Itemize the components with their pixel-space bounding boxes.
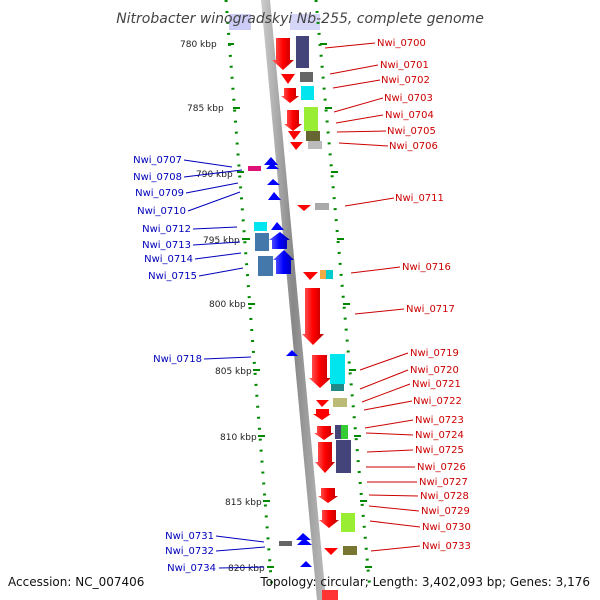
gene-label-right[interactable]: Nwi_0701 (380, 60, 429, 71)
topology-text: Topology: circular; Length: 3,402,093 bp… (259, 575, 590, 589)
tick-label: 785 kbp (187, 104, 224, 114)
gene-label-left[interactable]: Nwi_0734 (167, 563, 216, 574)
gene-label-right[interactable]: Nwi_0716 (402, 262, 451, 273)
gene-label-right[interactable]: Nwi_0733 (422, 541, 471, 552)
gene-label-left[interactable]: Nwi_0708 (133, 172, 182, 183)
top-cropped-features (229, 14, 320, 30)
gene-label-left[interactable]: Nwi_0731 (165, 531, 214, 542)
gene-label-right[interactable]: Nwi_0719 (410, 348, 459, 359)
gene-label-right[interactable]: Nwi_0700 (377, 38, 426, 49)
tick-label: 820 kbp (228, 564, 265, 574)
gene-label-right[interactable]: Nwi_0727 (419, 477, 468, 488)
gene-label-right[interactable]: Nwi_0723 (415, 415, 464, 426)
gene-label-right[interactable]: Nwi_0730 (422, 522, 471, 533)
gene-label-left[interactable]: Nwi_0712 (142, 224, 191, 235)
gene-label-right[interactable]: Nwi_0702 (381, 75, 430, 86)
scale-ticks: 780 kbp 785 kbp 790 kbp 795 kbp 800 kbp … (180, 40, 372, 574)
gene-label-right[interactable]: Nwi_0720 (410, 365, 459, 376)
gene-label-right[interactable]: Nwi_0706 (389, 141, 438, 152)
gene-label-right[interactable]: Nwi_0726 (417, 462, 466, 473)
gene-label-right[interactable]: Nwi_0729 (421, 506, 470, 517)
left-gene-labels: Nwi_0707 Nwi_0708 Nwi_0709 Nwi_0710 Nwi_… (133, 155, 216, 574)
right-gene-labels: Nwi_0700 Nwi_0701 Nwi_0702 Nwi_0703 Nwi_… (377, 38, 471, 552)
forward-strand-genes (272, 36, 357, 555)
left-callout-lines (183, 159, 266, 569)
gene-label-right[interactable]: Nwi_0724 (415, 430, 464, 441)
gene-label-left[interactable]: Nwi_0707 (133, 155, 182, 166)
gene-label-left[interactable]: Nwi_0718 (153, 354, 202, 365)
gene-label-right[interactable]: Nwi_0704 (385, 110, 434, 121)
accession-text: Accession: NC_007406 (8, 575, 144, 589)
reverse-strand-genes (248, 157, 312, 567)
gene-label-right[interactable]: Nwi_0717 (406, 304, 455, 315)
gene-label-left[interactable]: Nwi_0710 (137, 206, 186, 217)
right-callout-lines (324, 42, 421, 552)
tick-label: 790 kbp (196, 170, 233, 180)
tick-label: 780 kbp (180, 40, 217, 50)
map-title: Nitrobacter winogradskyi Nb-255, complet… (116, 11, 484, 27)
tick-label: 805 kbp (215, 367, 252, 377)
gene-label-right[interactable]: Nwi_0725 (415, 445, 464, 456)
gene-label-left[interactable]: Nwi_0713 (142, 240, 191, 251)
tick-label: 810 kbp (220, 433, 257, 443)
gene-label-left[interactable]: Nwi_0715 (148, 271, 197, 282)
tick-label: 795 kbp (203, 236, 240, 246)
bottom-cropped-features (322, 590, 338, 600)
tick-label: 800 kbp (209, 300, 246, 310)
gene-label-right[interactable]: Nwi_0728 (420, 491, 469, 502)
gene-label-right[interactable]: Nwi_0705 (387, 126, 436, 137)
tick-label: 815 kbp (225, 498, 262, 508)
gene-label-right[interactable]: Nwi_0722 (413, 396, 462, 407)
gene-label-right[interactable]: Nwi_0703 (384, 93, 433, 104)
gene-label-left[interactable]: Nwi_0714 (144, 254, 193, 265)
genome-backbone (261, 0, 326, 600)
gene-label-right[interactable]: Nwi_0721 (412, 379, 461, 390)
gene-label-right[interactable]: Nwi_0711 (395, 193, 444, 204)
gene-label-left[interactable]: Nwi_0732 (165, 546, 214, 557)
gene-label-left[interactable]: Nwi_0709 (135, 188, 184, 199)
